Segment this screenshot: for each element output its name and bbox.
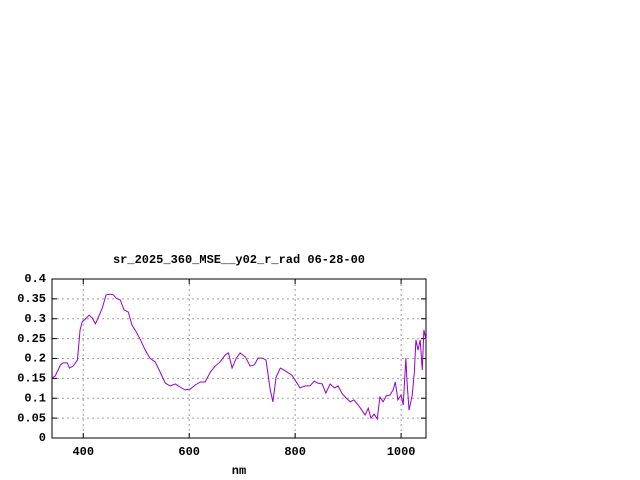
x-tick-label: 400	[72, 445, 94, 459]
chart-title: sr_2025_360_MSE__y02_r_rad 06-28-00	[113, 253, 365, 267]
y-tick-label: 0.15	[17, 372, 46, 386]
data-line	[51, 293, 427, 421]
x-tick-label: 600	[178, 445, 200, 459]
x-tick-label: 800	[284, 445, 306, 459]
x-tick-label: 1000	[387, 445, 416, 459]
y-tick-label: 0.35	[17, 292, 46, 306]
plot-frame	[51, 278, 427, 439]
y-tick-label: 0.25	[17, 332, 46, 346]
x-axis-label: nm	[232, 464, 246, 478]
y-tick-label: 0	[39, 431, 46, 445]
y-tick-label: 0.1	[24, 391, 46, 405]
y-tick-label: 0.05	[17, 411, 46, 425]
y-tick-label: 0.3	[24, 312, 46, 326]
y-tick-label: 0.2	[24, 352, 46, 366]
y-tick-label: 0.4	[24, 272, 46, 286]
